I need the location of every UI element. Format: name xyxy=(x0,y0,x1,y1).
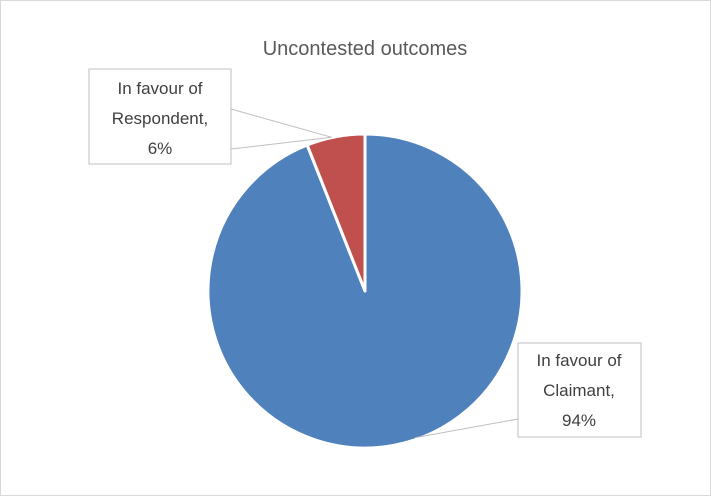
pie-slices xyxy=(206,132,524,450)
data-label-claimant-line-3: 94% xyxy=(562,411,596,430)
leader-line-claimant xyxy=(415,418,519,439)
data-label-claimant: In favour of Claimant, 94% xyxy=(517,342,642,438)
data-label-respondent-line-3: 6% xyxy=(148,139,173,158)
chart-title: Uncontested outcomes xyxy=(263,38,468,60)
leader-lines xyxy=(230,108,519,439)
data-label-respondent-line-2: Respondent, xyxy=(112,109,208,128)
data-label-respondent-line-1: In favour of xyxy=(117,79,202,98)
data-label-claimant-line-1: In favour of xyxy=(536,351,621,370)
data-label-respondent: In favour of Respondent, 6% xyxy=(88,68,232,165)
data-label-claimant-box xyxy=(517,342,642,438)
data-label-claimant-line-2: Claimant, xyxy=(543,381,615,400)
slice-respondent xyxy=(305,132,367,293)
data-label-respondent-box xyxy=(88,68,232,165)
leader-line-respondent xyxy=(230,108,332,150)
